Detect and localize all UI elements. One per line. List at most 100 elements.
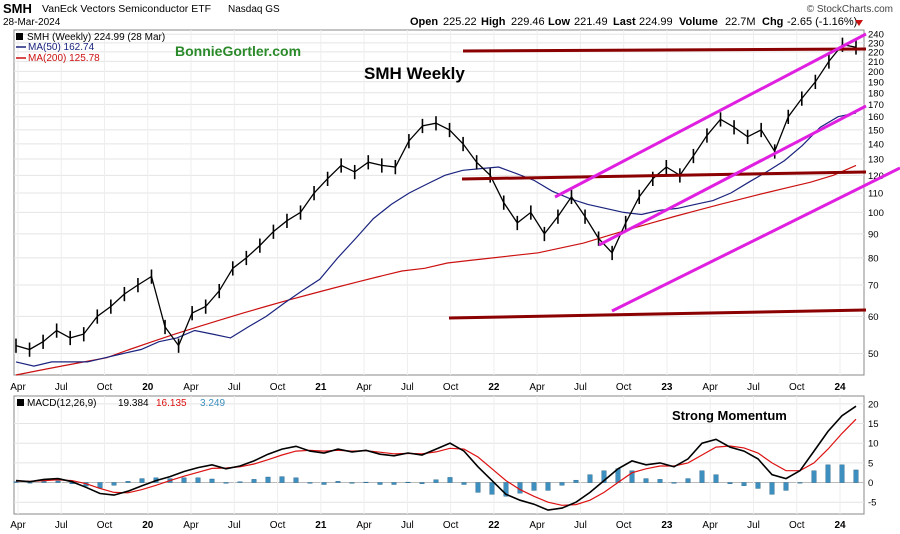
price-x-tick-label: Jul xyxy=(401,382,414,393)
price-x-tick-label: 20 xyxy=(142,382,154,393)
price-y-tick-label: 220 xyxy=(868,47,884,58)
price-panel-frame xyxy=(13,29,865,376)
price-y-tick-label: 70 xyxy=(868,281,879,292)
macd-histogram-bar xyxy=(629,470,635,483)
macd-histogram-bar xyxy=(363,481,369,483)
macd-legend-swatch xyxy=(17,399,24,406)
price-x-tick-label: Apr xyxy=(702,382,718,393)
macd-x-axis: Apr Jul Oct 20 Apr Jul Oct 21 Apr Jul Oct 22 Apr Jul O… xyxy=(10,520,846,531)
macd-histogram-bar xyxy=(531,482,537,491)
macd-histogram-bar xyxy=(139,478,145,483)
macd-histogram-bar xyxy=(699,470,705,483)
macd-value: 19.384 xyxy=(118,398,149,409)
macd-x-tick-label: Jul xyxy=(55,520,68,531)
price-y-tick-label: 180 xyxy=(868,88,884,99)
last-label: Last xyxy=(613,16,636,28)
channel-line-lower xyxy=(611,166,900,313)
macd-y-tick-label: 10 xyxy=(868,439,879,450)
macd-histogram-bar xyxy=(237,481,243,483)
macd-histogram-bar xyxy=(727,482,733,484)
price-series-group xyxy=(15,37,857,376)
price-x-tick-label: Apr xyxy=(10,382,26,393)
price-x-tick-label: Oct xyxy=(789,382,805,393)
macd-histogram-bar xyxy=(321,482,327,485)
macd-y-axis: 20 15 10 5 0 -5 xyxy=(868,399,879,508)
macd-x-tick-label: 21 xyxy=(315,520,327,531)
price-x-tick-label: 23 xyxy=(661,382,673,393)
macd-histogram-bar xyxy=(713,474,719,483)
price-y-tick-label: 150 xyxy=(868,125,884,136)
macd-line xyxy=(15,405,857,511)
high-value: 229.46 xyxy=(511,16,545,28)
macd-histogram-bar xyxy=(97,482,103,489)
macd-signal-line xyxy=(15,418,857,506)
macd-x-tick-label: 22 xyxy=(488,520,500,531)
macd-histogram-bar xyxy=(825,464,831,483)
symbol: SMH xyxy=(3,1,32,16)
price-line xyxy=(15,43,857,351)
price-x-tick-label: Apr xyxy=(356,382,372,393)
chart-date: 28-Mar-2024 xyxy=(3,17,61,28)
ma50-line xyxy=(15,112,857,367)
security-name: VanEck Vectors Semiconductor ETF xyxy=(42,3,211,15)
macd-signal-value: 16.135 xyxy=(156,398,187,409)
price-y-tick-label: 240 xyxy=(868,30,884,41)
low-value: 221.49 xyxy=(574,16,608,28)
price-x-tick-label: Apr xyxy=(529,382,545,393)
volume-label: Volume xyxy=(679,16,718,28)
macd-y-tick-label: 0 xyxy=(868,478,873,489)
macd-x-tick-label: Apr xyxy=(183,520,199,531)
price-y-tick-label: 80 xyxy=(868,253,879,264)
trendlines xyxy=(448,32,900,320)
exchange: Nasdaq GS xyxy=(228,4,280,15)
macd-histogram-bar xyxy=(657,479,663,483)
price-x-tick-label: Jul xyxy=(55,382,68,393)
price-y-tick-label: 230 xyxy=(868,38,884,49)
price-y-tick-label: 130 xyxy=(868,155,884,166)
macd-histogram-bar xyxy=(293,477,299,483)
resistance-line-mid xyxy=(461,170,867,181)
macd-histogram-bar xyxy=(853,469,859,483)
price-x-tick-label: 22 xyxy=(488,382,500,393)
macd-x-tick-label: 24 xyxy=(834,520,846,531)
macd-histogram-bar xyxy=(377,482,383,485)
open-value: 225.22 xyxy=(443,16,477,28)
macd-x-tick-label: Apr xyxy=(10,520,26,531)
price-legend-swatch xyxy=(16,33,23,40)
macd-x-tick-label: 20 xyxy=(142,520,154,531)
price-y-tick-label: 50 xyxy=(868,349,879,360)
macd-histogram-bar xyxy=(839,464,845,483)
watermark-text: BonnieGortler.com xyxy=(175,43,301,59)
price-y-tick-label: 100 xyxy=(868,208,884,219)
macd-x-tick-label: Jul xyxy=(574,520,587,531)
macd-x-tick-label: Apr xyxy=(702,520,718,531)
macd-x-tick-label: Jul xyxy=(401,520,414,531)
chg-label: Chg xyxy=(762,16,783,28)
brand-logo: © StockCharts.com xyxy=(807,4,893,15)
macd-histogram-bar xyxy=(601,470,607,483)
price-y-tick-label: 60 xyxy=(868,312,879,323)
macd-histogram-bar xyxy=(475,482,481,493)
price-legend-label: SMH (Weekly) 224.99 (28 Mar) xyxy=(27,32,165,43)
macd-x-tick-label: Oct xyxy=(616,520,632,531)
chg-value: -2.65 (-1.16%) xyxy=(787,16,857,28)
price-y-tick-label: 210 xyxy=(868,57,884,68)
macd-x-tick-label: Apr xyxy=(356,520,372,531)
support-line-bottom xyxy=(448,308,867,320)
macd-histogram-bar xyxy=(195,477,201,483)
price-y-tick-label: 90 xyxy=(868,229,879,240)
price-x-tick-label: 24 xyxy=(834,382,846,393)
macd-hist-value: 3.249 xyxy=(200,398,225,409)
macd-histogram-bar xyxy=(433,479,439,483)
macd-histogram-bar xyxy=(181,477,187,483)
price-y-tick-label: 110 xyxy=(868,189,883,200)
price-x-tick-label: Jul xyxy=(228,382,241,393)
channel-line-middle xyxy=(598,104,867,247)
price-y-tick-label: 160 xyxy=(868,112,884,123)
macd-x-tick-label: Oct xyxy=(443,520,459,531)
price-x-tick-label: Oct xyxy=(270,382,286,393)
macd-histogram-bar xyxy=(111,482,117,486)
macd-histogram-bar xyxy=(671,482,677,484)
